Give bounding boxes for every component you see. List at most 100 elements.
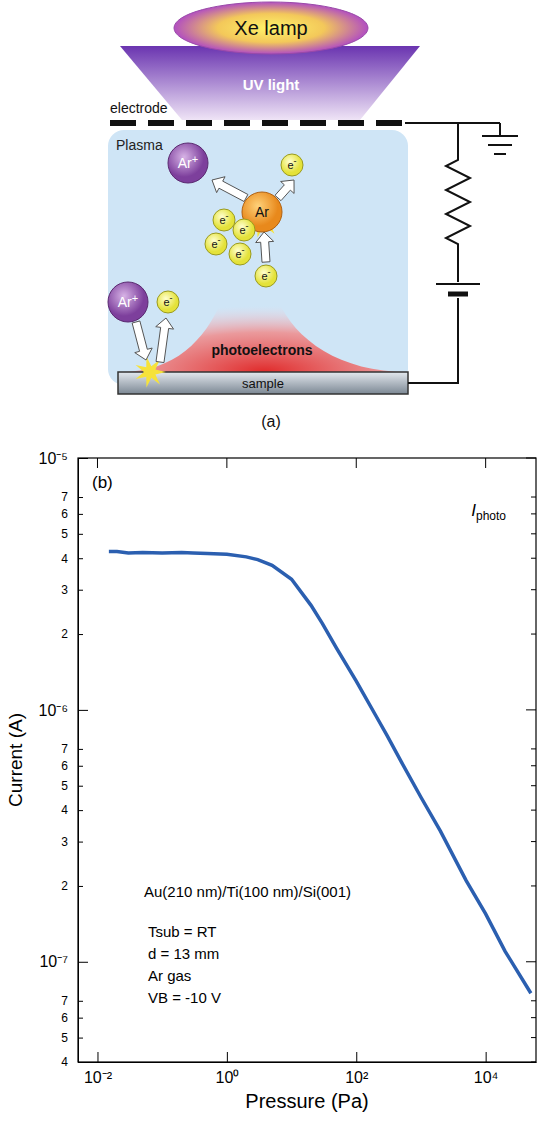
y-tick: 10⁻⁶ [39,702,88,719]
y-tick-mark [78,886,83,887]
y-tick-mark-right [531,513,536,514]
y-tick: 5 [61,779,83,793]
x-tick-mark-top [485,458,486,468]
y-tick-mark-right [531,1017,536,1018]
y-tick-label: 4 [61,803,68,817]
y-tick-label: 10⁻⁷ [39,953,68,970]
electrode-label: electrode [110,100,168,116]
y-tick: 5 [61,527,83,541]
particle: Ar+ [108,282,148,322]
y-tick: 7 [61,742,83,756]
y-tick-mark-right [531,497,536,498]
x-tick-label: 10⁻² [84,1069,113,1086]
y-tick-mark [78,1062,83,1063]
annotation: Au(210 nm)/Ti(100 nm)/Si(001) [144,883,351,900]
y-tick-mark [78,962,88,963]
y-tick-label: 4 [61,1055,68,1069]
y-tick: 4 [61,552,83,566]
arrow [275,180,294,201]
particle-circle [205,233,227,255]
y-tick-mark [78,458,88,459]
y-tick-label: 3 [61,583,68,597]
plot-area [109,552,531,994]
chart: 10⁻²10⁰10²10⁴10⁻⁵76543210⁻⁶76543210⁻⁷765… [5,450,537,1112]
y-tick-mark [78,710,88,711]
particle: Ar+ [168,143,208,183]
particle-circle [168,143,208,183]
x-tick-mark-top [97,458,98,468]
annotation: Tsub = RT [148,923,217,940]
y-tick-mark [78,1038,83,1039]
y-tick-label: 10⁻⁵ [39,450,68,467]
y-tick-mark [78,1018,83,1019]
arrow [256,232,274,262]
particle-circle [255,265,277,287]
annotation: d = 13 mm [148,945,219,962]
particle-label: e- [163,293,172,308]
y-tick-label: 7 [61,742,68,756]
beam-label: photoelectrons [211,342,312,358]
particle: e- [157,291,179,313]
particle-label: e- [211,235,220,250]
y-tick-label: 7 [61,490,68,504]
y-tick-mark-right [531,558,536,559]
particle: e- [205,233,227,255]
particle-label: e- [219,211,228,226]
y-tick-mark-right [531,785,536,786]
y-axis: 10⁻⁵76543210⁻⁶76543210⁻⁷7654 [39,450,88,1070]
battery-plate [448,292,468,297]
sample-label: sample [242,376,284,391]
particle-label: e- [239,221,248,236]
particle: Ar [242,192,282,232]
panel-label: (a) [261,413,281,430]
x-tick-label: 10² [345,1069,369,1086]
plasma-label: Plasma [116,137,163,153]
particle-circle [242,192,282,232]
y-tick-label: 6 [61,759,68,773]
y-tick-mark-right [526,709,536,710]
y-axis-title: Current (A) [5,713,26,807]
y-tick: 4 [61,1055,83,1069]
y-tick: 3 [61,835,83,849]
y-tick-mark [78,634,83,635]
particle-label: Ar+ [178,153,198,171]
y-tick-mark [78,514,83,515]
particle: e- [229,243,251,265]
y-tick: 5 [61,1031,83,1045]
particle-circle [281,154,303,176]
particle: e- [213,209,235,231]
y-tick-mark-right [531,810,536,811]
particle-circle [229,243,251,265]
x-tick-mark-top [356,458,357,468]
plot-frame [78,458,536,1062]
x-tick: 10⁻² [84,1052,113,1086]
sample [118,372,408,394]
y-tick-label: 7 [61,994,68,1008]
y-tick-mark [78,534,83,535]
particle: e- [233,219,255,241]
y-tick: 2 [61,879,83,893]
particle: e- [281,154,303,176]
lamp-label: Xe lamp [234,17,307,39]
particle-label: e- [261,267,270,282]
x-axis: 10⁻²10⁰10²10⁴ [79,1052,537,1086]
y-tick-mark-right [531,1000,536,1001]
y-tick-mark [78,497,83,498]
particle-label: e- [235,245,244,260]
y-tick-mark-right [531,885,536,886]
figure: Xe lamp UV light Plasma photoelectrons sampl… [0,0,542,1129]
particle-label: Ar [255,204,269,220]
x-tick-mark [227,1052,228,1062]
y-tick-mark-right [531,748,536,749]
light-label: UV light [243,76,300,93]
y-tick-mark-right [531,1062,536,1063]
y-tick-mark [78,766,83,767]
y-tick-label: 2 [61,879,68,893]
ground [482,123,518,154]
y-tick: 4 [61,803,83,817]
y-tick-mark-right [526,961,536,962]
wire [405,123,500,383]
particle-label: e- [287,156,296,171]
y-tick-label: 6 [61,507,68,521]
y-tick: 7 [61,490,83,504]
